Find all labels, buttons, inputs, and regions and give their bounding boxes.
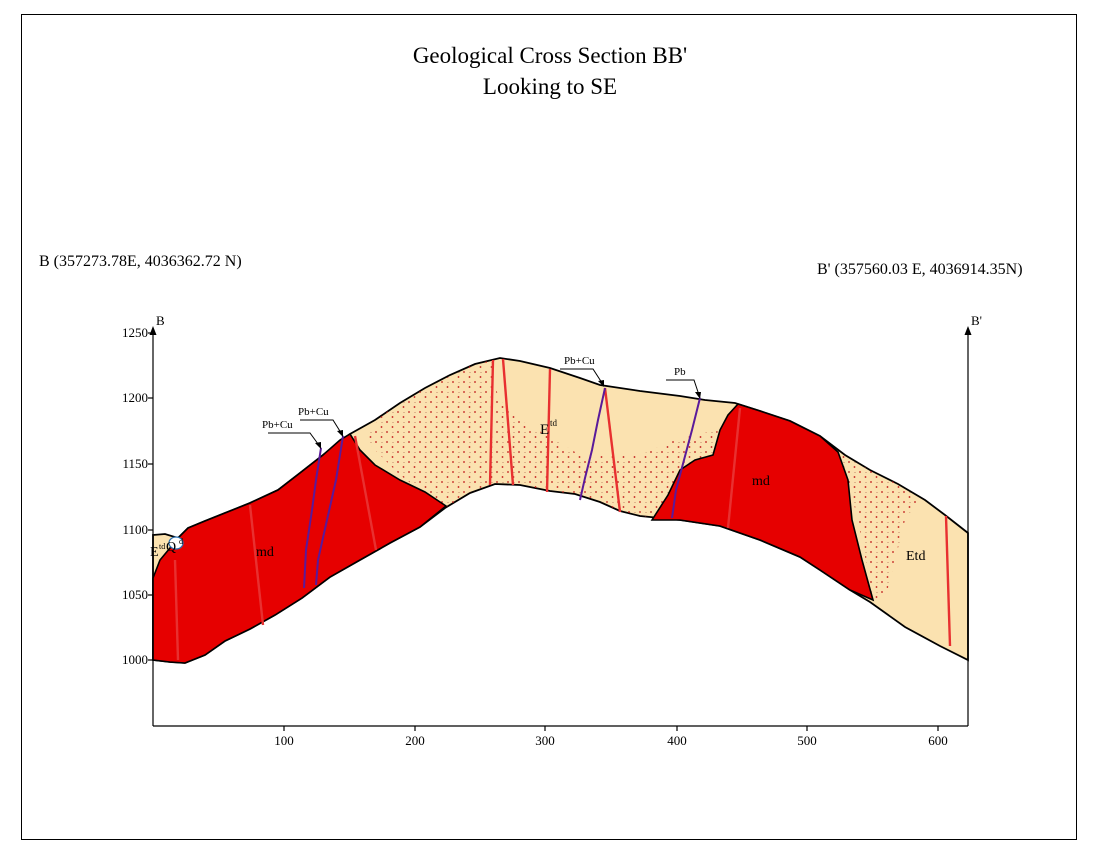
y-tick-label: 1050 <box>122 587 148 602</box>
x-tick-label: 200 <box>405 733 425 748</box>
x-tick-label: 400 <box>667 733 687 748</box>
leader-arrowhead <box>695 392 701 399</box>
start-coordinates: B (357273.78E, 4036362.72 N) <box>39 253 242 270</box>
md-unit-right <box>650 403 875 602</box>
mineralization-label: Pb+Cu <box>564 355 595 367</box>
y-tick-label: 1000 <box>122 652 148 667</box>
unit-label-etd-center: E <box>540 422 549 438</box>
leader-arrowhead <box>337 430 343 437</box>
mineralization-label: Pb+Cu <box>262 419 293 431</box>
unit-label-etd-left: E <box>150 545 159 560</box>
end-coordinates: B' (357560.03 E, 4036914.35N) <box>817 261 1023 278</box>
md-unit-left <box>152 432 448 664</box>
x-tick-label: 600 <box>928 733 948 748</box>
y-tick-label: 1250 <box>122 325 148 340</box>
unit-label-etd-left-sup: td <box>159 542 165 551</box>
unit-label-q: Q <box>166 540 176 555</box>
dotted-zone-center <box>365 360 718 520</box>
unit-label-md-left: md <box>256 545 274 560</box>
unit-label-etd-center-sup: td <box>550 418 558 428</box>
leader-arrowhead <box>315 442 321 449</box>
start-letter: B <box>156 313 165 328</box>
q-unit-body <box>168 536 184 550</box>
end-letter: B' <box>971 313 982 328</box>
mineralization-label: Pb+Cu <box>298 406 329 418</box>
x-tick-label: 300 <box>535 733 555 748</box>
dotted-zone-right <box>838 452 920 600</box>
figure-frame <box>21 14 1077 840</box>
section-subtitle: Looking to SE <box>482 74 618 99</box>
mineralized-veins <box>303 387 701 589</box>
unit-label-etd-right: Etd <box>906 549 925 564</box>
unit-label-q-sup: d <box>179 537 183 546</box>
y-tick-label: 1200 <box>122 390 148 405</box>
fault-lines <box>173 358 952 661</box>
leader-arrowhead <box>598 380 604 387</box>
y-axis-arrow-right <box>964 326 972 335</box>
mineralization-label: Pb <box>674 366 686 378</box>
x-tick-label: 100 <box>274 733 294 748</box>
y-axis-arrow-left <box>149 326 157 335</box>
x-tick-label: 500 <box>797 733 817 748</box>
section-title: Geological Cross Section BB' <box>412 43 688 68</box>
unit-label-md-right: md <box>752 474 770 489</box>
y-tick-label: 1100 <box>122 522 148 537</box>
axes <box>148 332 969 731</box>
y-tick-label: 1150 <box>122 456 148 471</box>
